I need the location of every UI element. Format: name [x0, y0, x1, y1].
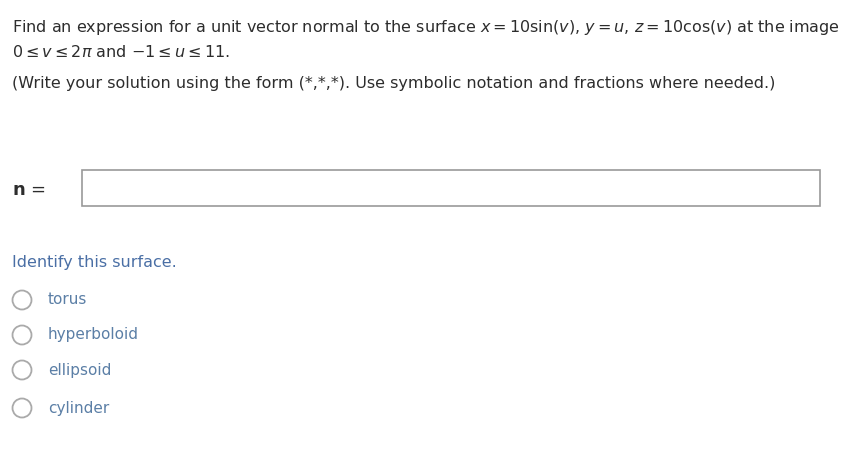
Text: (Write your solution using the form (*,*,*). Use symbolic notation and fractions: (Write your solution using the form (*,*… — [12, 76, 775, 91]
FancyBboxPatch shape — [82, 170, 819, 206]
Text: $\mathbf{n}$ =: $\mathbf{n}$ = — [12, 181, 46, 199]
Text: Identify this surface.: Identify this surface. — [12, 255, 176, 270]
Text: ellipsoid: ellipsoid — [48, 363, 111, 378]
Text: Find an expression for a unit vector normal to the surface $x = 10\sin(v)$, $y =: Find an expression for a unit vector nor… — [12, 18, 844, 37]
Text: cylinder: cylinder — [48, 400, 109, 415]
Text: hyperboloid: hyperboloid — [48, 328, 138, 343]
Text: torus: torus — [48, 293, 87, 308]
Text: $0 \leq v \leq 2\pi$ and $-1 \leq u \leq 11$.: $0 \leq v \leq 2\pi$ and $-1 \leq u \leq… — [12, 44, 230, 60]
